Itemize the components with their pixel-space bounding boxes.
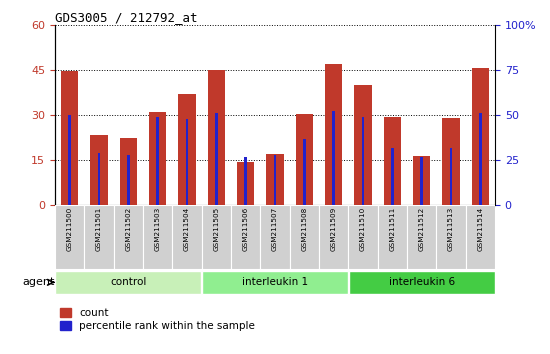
Bar	[391, 148, 393, 205]
Bar	[127, 155, 129, 205]
Bar	[325, 64, 343, 205]
Bar	[274, 155, 276, 205]
Bar	[98, 153, 100, 205]
Bar	[186, 119, 188, 205]
Bar	[207, 70, 225, 205]
Bar	[69, 115, 71, 205]
Bar	[442, 118, 460, 205]
Bar	[157, 117, 159, 205]
Text: agent: agent	[22, 277, 54, 287]
Bar	[407, 205, 436, 269]
Bar	[362, 117, 364, 205]
Text: GSM211509: GSM211509	[331, 207, 337, 251]
Text: GSM211512: GSM211512	[419, 207, 425, 251]
Text: GSM211503: GSM211503	[155, 207, 161, 251]
Bar	[119, 138, 137, 205]
Bar	[471, 68, 489, 205]
Bar	[436, 205, 466, 269]
Bar	[466, 205, 495, 269]
Bar	[215, 113, 217, 205]
Text: GSM211501: GSM211501	[96, 207, 102, 251]
Bar	[56, 271, 201, 294]
Bar	[303, 138, 305, 205]
Bar	[231, 205, 260, 269]
Bar	[479, 113, 481, 205]
Text: GSM211510: GSM211510	[360, 207, 366, 251]
Bar	[290, 205, 319, 269]
Text: GSM211514: GSM211514	[477, 207, 483, 251]
Text: GSM211511: GSM211511	[389, 207, 395, 251]
Bar	[319, 205, 348, 269]
Bar	[114, 205, 143, 269]
Bar	[383, 116, 401, 205]
Bar	[348, 205, 378, 269]
Bar	[202, 271, 348, 294]
Bar	[266, 154, 284, 205]
Bar	[237, 162, 255, 205]
Text: GSM211508: GSM211508	[301, 207, 307, 251]
Text: GSM211504: GSM211504	[184, 207, 190, 251]
Text: GSM211502: GSM211502	[125, 207, 131, 251]
Bar	[421, 156, 423, 205]
Bar	[178, 94, 196, 205]
Bar	[84, 205, 114, 269]
Text: GSM211513: GSM211513	[448, 207, 454, 251]
Bar	[61, 72, 79, 205]
Bar	[333, 112, 335, 205]
Bar	[354, 85, 372, 205]
Bar	[55, 205, 84, 269]
Text: control: control	[110, 277, 146, 287]
Bar	[245, 156, 247, 205]
Bar	[450, 148, 452, 205]
Text: GSM211506: GSM211506	[243, 207, 249, 251]
Bar	[90, 135, 108, 205]
Bar	[295, 114, 313, 205]
Text: interleukin 1: interleukin 1	[242, 277, 308, 287]
Text: GDS3005 / 212792_at: GDS3005 / 212792_at	[55, 11, 197, 24]
Bar	[172, 205, 202, 269]
Text: GSM211505: GSM211505	[213, 207, 219, 251]
Bar	[143, 205, 172, 269]
Text: GSM211500: GSM211500	[67, 207, 73, 251]
Text: GSM211507: GSM211507	[272, 207, 278, 251]
Bar	[260, 205, 290, 269]
Bar	[149, 112, 167, 205]
Bar	[349, 271, 494, 294]
Bar	[378, 205, 407, 269]
Text: interleukin 6: interleukin 6	[389, 277, 455, 287]
Legend: count, percentile rank within the sample: count, percentile rank within the sample	[60, 308, 255, 331]
Bar	[413, 156, 431, 205]
Bar	[202, 205, 231, 269]
